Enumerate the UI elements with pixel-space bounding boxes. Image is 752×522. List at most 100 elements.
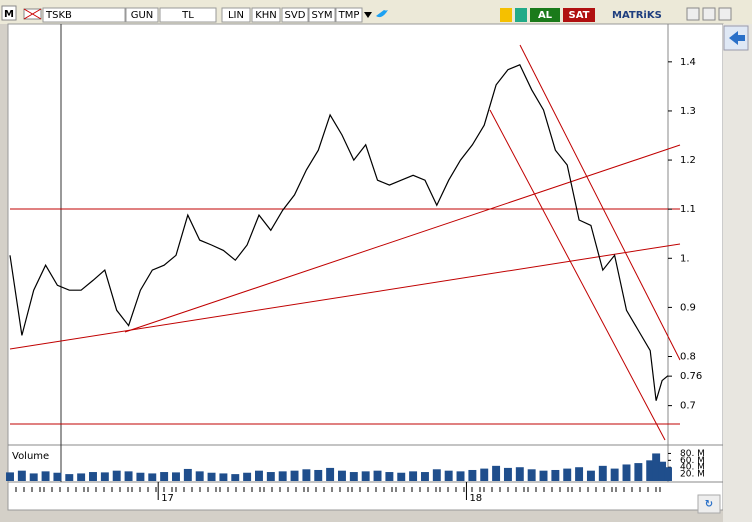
- trend-line: [9, 243, 681, 350]
- volume-bar: [349, 472, 358, 481]
- volume-bar: [652, 453, 661, 481]
- dropdown[interactable]: [364, 12, 372, 18]
- logo-box[interactable]: [1, 5, 17, 21]
- volume-bar: [420, 472, 429, 481]
- volume-label: Volume: [12, 451, 49, 462]
- trend-line: [124, 144, 681, 333]
- volume-bar: [41, 471, 50, 481]
- volume-bar: [658, 461, 667, 481]
- twitter-icon[interactable]: [376, 10, 388, 18]
- volume-bar: [243, 472, 252, 481]
- volume-bar: [302, 469, 311, 481]
- btn-khn[interactable]: KHN: [255, 10, 277, 21]
- volume-bar: [492, 465, 501, 481]
- volume-bar: [65, 474, 74, 481]
- volume-bar: [160, 472, 169, 481]
- button[interactable]: [125, 7, 159, 23]
- win-btn[interactable]: [702, 7, 716, 21]
- btn-svd[interactable]: SVD: [285, 10, 306, 21]
- volume-bar: [255, 470, 263, 481]
- button[interactable]: [221, 7, 251, 23]
- refresh-button[interactable]: [697, 494, 721, 514]
- volume-bar: [314, 469, 323, 481]
- sell[interactable]: SAT: [569, 10, 590, 21]
- volume-bar: [468, 469, 477, 481]
- y-tick-label: 1.1: [680, 204, 696, 215]
- volume-bar: [17, 470, 26, 481]
- symbol-box[interactable]: [42, 7, 126, 23]
- icon[interactable]: [515, 8, 527, 22]
- button[interactable]: [159, 7, 217, 23]
- volume-bar: [598, 465, 607, 481]
- volume-bar: [409, 471, 418, 481]
- volume-bar: [634, 463, 643, 481]
- price-line: [9, 64, 669, 401]
- y-tick-label: 0.76: [680, 371, 702, 382]
- button[interactable]: [281, 7, 309, 23]
- volume-bar: [664, 467, 672, 481]
- y2-tick-label: 20. M: [680, 470, 705, 480]
- volume-bar: [361, 471, 370, 481]
- period[interactable]: GUN: [131, 10, 154, 21]
- button[interactable]: [308, 7, 336, 23]
- win-btn[interactable]: [686, 7, 700, 21]
- volume-bar: [219, 473, 228, 481]
- volume-bar: [77, 473, 86, 481]
- flag-x: [23, 8, 42, 20]
- volume-bar: [195, 471, 204, 481]
- volume-bar: [100, 472, 109, 481]
- volume-bar: [432, 469, 441, 481]
- btn-sym[interactable]: SYM: [311, 10, 332, 21]
- btn-tmp[interactable]: TMP: [338, 10, 360, 21]
- buy[interactable]: AL: [538, 10, 553, 21]
- y-tick-label: 0.9: [680, 302, 696, 313]
- volume-bar: [539, 470, 548, 481]
- trend-line: [519, 44, 681, 361]
- trend-line: [489, 109, 666, 441]
- scale[interactable]: LIN: [228, 10, 244, 21]
- volume-bar: [278, 471, 287, 481]
- volume-bar: [231, 474, 240, 481]
- logo[interactable]: M: [4, 9, 14, 20]
- volume-bar: [503, 467, 512, 481]
- volume-bar: [326, 467, 335, 481]
- icon[interactable]: [500, 8, 512, 22]
- win-btn[interactable]: [718, 7, 732, 21]
- symbol[interactable]: TSKB: [45, 10, 72, 21]
- y-tick-label: 0.7: [680, 401, 696, 412]
- trend-lines: [9, 44, 681, 441]
- volume-bar: [480, 468, 489, 481]
- volume-bar: [586, 470, 595, 481]
- x-tick-label: 18: [469, 493, 482, 504]
- y2-tick-label: 60. M: [680, 456, 705, 466]
- button[interactable]: [251, 7, 281, 23]
- volume-bar: [646, 460, 655, 481]
- buy-button[interactable]: [530, 8, 560, 22]
- sell-button[interactable]: [563, 8, 595, 22]
- y-tick-label: 1.: [680, 253, 690, 264]
- y-tick-label: 1.2: [680, 155, 696, 166]
- volume-bar: [385, 472, 394, 481]
- arrow-icon[interactable]: [729, 31, 745, 45]
- volume-bar: [89, 472, 97, 481]
- volume-bar: [183, 468, 192, 481]
- button[interactable]: [335, 7, 363, 23]
- currency[interactable]: TL: [181, 10, 194, 21]
- date-strip: [15, 487, 661, 492]
- side-panel: [723, 24, 752, 522]
- y-tick-label: 1.4: [680, 57, 696, 68]
- volume-bar: [112, 470, 121, 481]
- chart-bg: [7, 23, 724, 511]
- refresh-icon[interactable]: ↻: [705, 499, 713, 510]
- volume-bar: [610, 468, 619, 481]
- y-tick-label: 0.8: [680, 352, 696, 363]
- x-tick-label: 17: [161, 493, 174, 504]
- volume-bar: [397, 472, 406, 481]
- volume-bar: [148, 473, 157, 481]
- volume-bar: [29, 473, 38, 481]
- volume-bar: [527, 469, 536, 481]
- volume-bar: [207, 472, 216, 481]
- volume-bar: [515, 467, 524, 481]
- brand: MATRiKS: [612, 10, 662, 21]
